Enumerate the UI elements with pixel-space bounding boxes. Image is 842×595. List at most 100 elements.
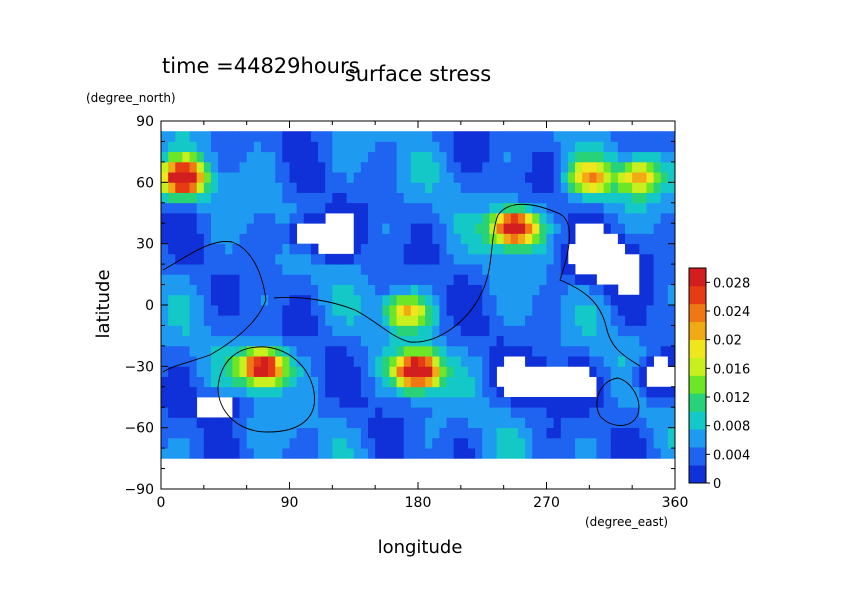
heatmap-cell (346, 131, 355, 142)
heatmap-cell (353, 305, 362, 316)
heatmap-cell (168, 192, 176, 204)
heatmap-cell (339, 397, 348, 408)
heatmap-cell (275, 386, 283, 398)
heatmap-cell (560, 161, 569, 173)
heatmap-cell (603, 305, 612, 316)
heatmap-cell (560, 233, 569, 245)
heatmap-cell (475, 397, 483, 408)
heatmap-cell (410, 141, 419, 153)
heatmap-cell (239, 448, 248, 459)
heatmap-cell (282, 284, 290, 296)
heatmap-cell (218, 253, 226, 265)
heatmap-cell (275, 243, 283, 255)
heatmap-cell (289, 202, 298, 214)
heatmap-cell (368, 182, 376, 193)
heatmap-cell (310, 325, 319, 337)
heatmap-cell (289, 294, 298, 306)
heatmap-cell (396, 161, 405, 173)
heatmap-cell (653, 213, 662, 224)
heatmap-cell (246, 172, 255, 183)
heatmap-cell (446, 223, 455, 234)
heatmap-cell (332, 335, 340, 347)
heatmap-cell (318, 366, 326, 377)
heatmap-cell (546, 131, 555, 142)
heatmap-cell (282, 397, 290, 408)
heatmap-cell (539, 284, 547, 296)
heatmap-cell (268, 335, 276, 347)
heatmap-cell (275, 213, 283, 224)
heatmap-cell (318, 386, 326, 398)
heatmap-cell (239, 223, 248, 234)
heatmap-cell (503, 284, 512, 296)
heatmap-cell (389, 264, 397, 275)
heatmap-cell (225, 233, 233, 245)
heatmap-cell (582, 172, 590, 183)
heatmap-cell (161, 151, 169, 163)
heatmap-cell (175, 223, 183, 234)
heatmap-cell (318, 274, 326, 285)
heatmap-cell (667, 325, 676, 337)
heatmap-cell (325, 366, 333, 377)
heatmap-cell (239, 131, 248, 142)
heatmap-cell (189, 315, 198, 326)
heatmap-cell (589, 202, 597, 214)
heatmap-cell (375, 264, 383, 275)
heatmap-cell (389, 213, 397, 224)
heatmap-cell (310, 386, 319, 398)
heatmap-cell (517, 427, 526, 439)
heatmap-cell (489, 151, 497, 163)
heatmap-cell (189, 345, 198, 357)
heatmap-cell (232, 223, 240, 234)
heatmap-cell (510, 294, 519, 306)
heatmap-cell (310, 417, 319, 429)
colorbar-segment (689, 268, 706, 287)
heatmap-cell (325, 141, 333, 153)
heatmap-cell (189, 243, 198, 255)
heatmap-cell (575, 274, 583, 285)
heatmap-cell (360, 417, 369, 429)
heatmap-cell (625, 345, 633, 357)
heatmap-cell (346, 448, 355, 459)
heatmap-cell (667, 417, 676, 429)
heatmap-cell (360, 325, 369, 337)
heatmap-cell (325, 386, 333, 398)
heatmap-cell (446, 161, 455, 173)
heatmap-cell (525, 274, 533, 285)
heatmap-cell (489, 223, 497, 234)
heatmap-cell (553, 315, 562, 326)
heatmap-cell (332, 253, 340, 265)
heatmap-cell (639, 325, 647, 337)
heatmap-cell (432, 264, 440, 275)
heatmap-cell (482, 243, 490, 255)
heatmap-cell (389, 315, 397, 326)
heatmap-cell (403, 151, 412, 163)
heatmap-cell (332, 315, 340, 326)
heatmap-cell (375, 141, 383, 153)
heatmap-cell (353, 131, 362, 142)
heatmap-cell (260, 202, 269, 214)
heatmap-cell (161, 417, 169, 429)
heatmap-cell (667, 437, 676, 449)
heatmap-cell (418, 151, 426, 163)
heatmap-cell (303, 397, 312, 408)
heatmap-cell (161, 223, 169, 234)
heatmap-cell (232, 294, 240, 306)
heatmap-cell (532, 315, 540, 326)
heatmap-cell (239, 356, 248, 367)
heatmap-cell (410, 274, 419, 285)
heatmap-cell (425, 223, 433, 234)
colorbar-segment (689, 411, 706, 430)
heatmap-cell (632, 376, 640, 388)
heatmap-cell (282, 427, 290, 439)
heatmap-cell (196, 345, 205, 357)
heatmap-cell (603, 284, 612, 296)
heatmap-cell (418, 407, 426, 418)
heatmap-cell (368, 192, 376, 204)
heatmap-cell (617, 386, 626, 398)
heatmap-cell (475, 376, 483, 388)
heatmap-cell (460, 182, 469, 193)
heatmap-cell (510, 448, 519, 459)
heatmap-cell (268, 427, 276, 439)
heatmap-cell (489, 172, 497, 183)
